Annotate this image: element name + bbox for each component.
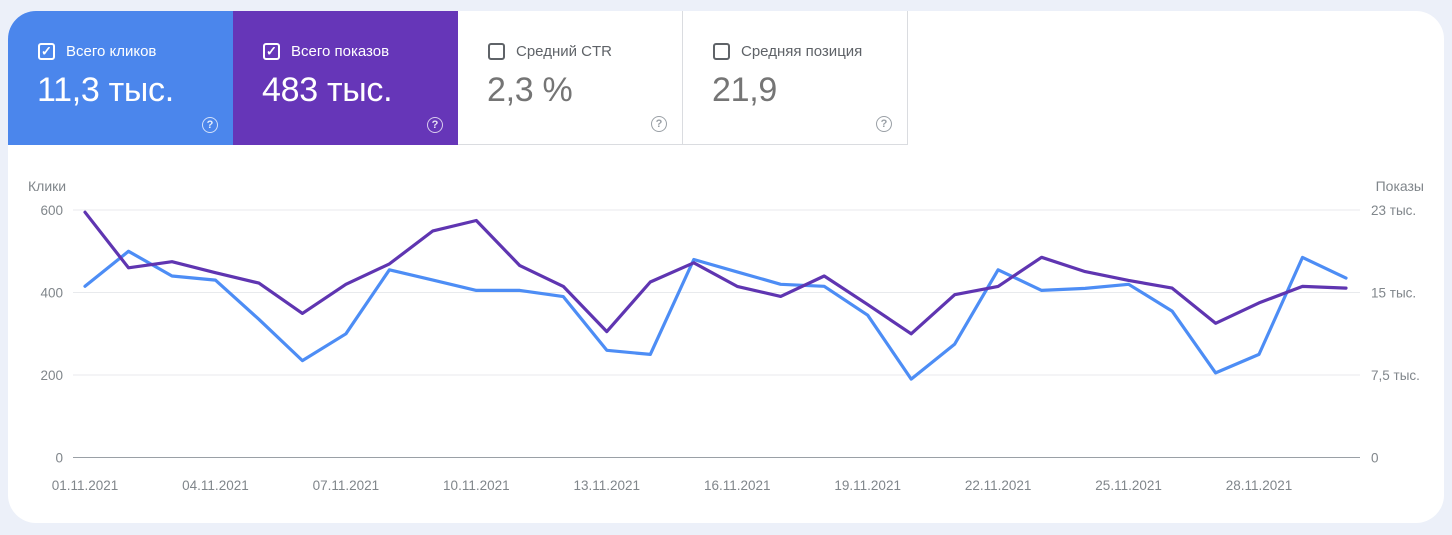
series-line-clicks [83, 249, 1348, 381]
chart-axis-labels: Клики Показы 0 200 400 600 0 7,5 тыс. 15 тыс. 23 … [28, 178, 1424, 493]
card-average-ctr[interactable]: Средний CTR 2,3 % ? [458, 11, 683, 145]
average-ctr-value: 2,3 % [487, 71, 573, 109]
help-icon[interactable]: ? [651, 116, 667, 132]
card-total-clicks-header: ✓ Всего кликов [38, 43, 156, 60]
card-total-impressions[interactable]: ✓ Всего показов 483 тыс. ? [233, 11, 458, 145]
card-average-ctr-header: Средний CTR [488, 43, 612, 60]
x-axis-date-label: 07.11.2021 [313, 478, 380, 493]
average-ctr-label: Средний CTR [516, 43, 612, 60]
help-icon[interactable]: ? [427, 117, 443, 133]
total-impressions-checkbox[interactable]: ✓ [263, 43, 280, 60]
right-axis-tick-label: 7,5 тыс. [1371, 368, 1420, 383]
left-axis-tick-label: 600 [40, 203, 63, 218]
x-axis-date-label: 04.11.2021 [182, 478, 249, 493]
left-axis-tick-label: 200 [40, 368, 63, 383]
left-axis-tick-label: 400 [40, 286, 63, 301]
left-axis-tick-label: 0 [55, 451, 63, 466]
x-axis-date-label: 10.11.2021 [443, 478, 510, 493]
x-axis-date-label: 19.11.2021 [834, 478, 901, 493]
average-position-checkbox[interactable] [713, 43, 730, 60]
left-axis-title: Клики [28, 178, 66, 194]
series-line-impressions [83, 210, 1348, 336]
help-icon[interactable]: ? [202, 117, 218, 133]
right-axis-tick-label: 23 тыс. [1371, 203, 1416, 218]
card-average-position[interactable]: Средняя позиция 21,9 ? [683, 11, 908, 145]
total-clicks-value: 11,3 тыс. [37, 71, 174, 109]
total-impressions-label: Всего показов [291, 43, 390, 60]
total-clicks-checkbox[interactable]: ✓ [38, 43, 55, 60]
average-ctr-checkbox[interactable] [488, 43, 505, 60]
chart-gridlines [73, 209, 1360, 458]
check-icon: ✓ [41, 43, 52, 59]
average-position-label: Средняя позиция [741, 43, 863, 60]
right-axis-tick-label: 15 тыс. [1371, 286, 1416, 301]
check-icon: ✓ [266, 43, 277, 59]
chart-series-lines [83, 210, 1348, 381]
help-icon[interactable]: ? [876, 116, 892, 132]
x-axis-date-label: 16.11.2021 [704, 478, 771, 493]
x-axis-date-label: 22.11.2021 [965, 478, 1032, 493]
card-average-position-header: Средняя позиция [713, 43, 862, 60]
x-axis-date-label: 25.11.2021 [1095, 478, 1162, 493]
x-axis-date-label: 28.11.2021 [1226, 478, 1293, 493]
total-clicks-label: Всего кликов [66, 43, 157, 60]
metric-cards-row: ✓ Всего кликов 11,3 тыс. ? ✓ Всего показ… [8, 11, 908, 145]
card-total-impressions-header: ✓ Всего показов [263, 43, 389, 60]
total-impressions-value: 483 тыс. [262, 71, 393, 109]
x-axis-date-label: 01.11.2021 [52, 478, 119, 493]
right-axis-tick-label: 0 [1371, 451, 1379, 466]
x-axis-date-label: 13.11.2021 [574, 478, 641, 493]
card-total-clicks[interactable]: ✓ Всего кликов 11,3 тыс. ? [8, 11, 233, 145]
average-position-value: 21,9 [712, 71, 777, 109]
right-axis-title: Показы [1376, 178, 1424, 194]
